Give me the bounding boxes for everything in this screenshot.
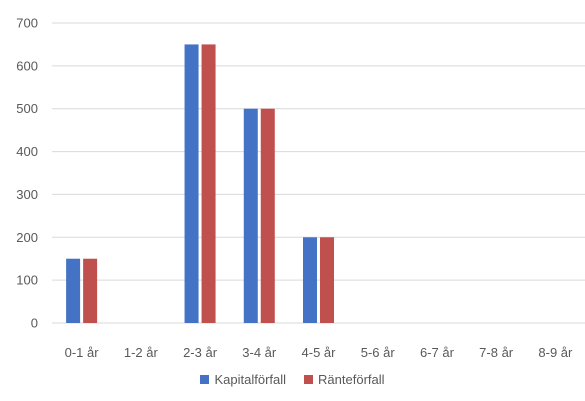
- y-tick-label: 100: [16, 273, 38, 288]
- x-tick-label: 1-2 år: [124, 345, 159, 360]
- x-tick-label: 0-1 år: [65, 345, 100, 360]
- y-tick-label: 300: [16, 187, 38, 202]
- x-tick-label: 4-5 år: [302, 345, 337, 360]
- y-tick-label: 0: [31, 316, 38, 331]
- bar-series-1-cat-4: [320, 237, 334, 323]
- x-tick-label: 2-3 år: [183, 345, 218, 360]
- bar-series-1-cat-0: [83, 258, 98, 323]
- bars: [66, 44, 334, 324]
- y-tick-label: 700: [16, 16, 38, 31]
- y-tick-label: 600: [16, 58, 38, 73]
- y-tick-label: 500: [16, 101, 38, 116]
- legend-label-series-1: Ränteförfall: [318, 372, 385, 387]
- legend-item-series-0: Kapitalförfall: [200, 372, 286, 387]
- legend-label-series-0: Kapitalförfall: [214, 372, 287, 387]
- x-axis-ticks: 0-1 år 1-2 år 2-3 år 3-4 år 4-5 år 5-6 år 6-7 …: [65, 345, 573, 360]
- gridlines: [52, 22, 585, 324]
- bar-series-1-cat-3: [260, 108, 275, 323]
- legend-swatch-series-0: [200, 375, 210, 384]
- bar-series-0-cat-4: [303, 237, 317, 323]
- x-tick-label: 7-8 år: [479, 345, 514, 360]
- legend-item-series-1: Ränteförfall: [304, 372, 385, 387]
- legend: Kapitalförfall Ränteförfall: [0, 372, 585, 387]
- x-tick-label: 6-7 år: [420, 345, 455, 360]
- bar-series-0-cat-0: [66, 258, 81, 323]
- x-tick-label: 3-4 år: [242, 345, 277, 360]
- bar-series-0-cat-3: [243, 108, 258, 323]
- y-tick-label: 200: [16, 230, 38, 245]
- legend-swatch-series-1: [304, 375, 314, 384]
- x-tick-label: 5-6 år: [361, 345, 396, 360]
- bar-series-1-cat-2: [201, 44, 216, 324]
- x-tick-label: 8-9 år: [538, 345, 573, 360]
- y-tick-label: 400: [16, 144, 38, 159]
- y-axis-ticks: 0 100 200 300 400 500 600 700: [16, 16, 38, 331]
- bar-series-0-cat-2: [184, 44, 199, 324]
